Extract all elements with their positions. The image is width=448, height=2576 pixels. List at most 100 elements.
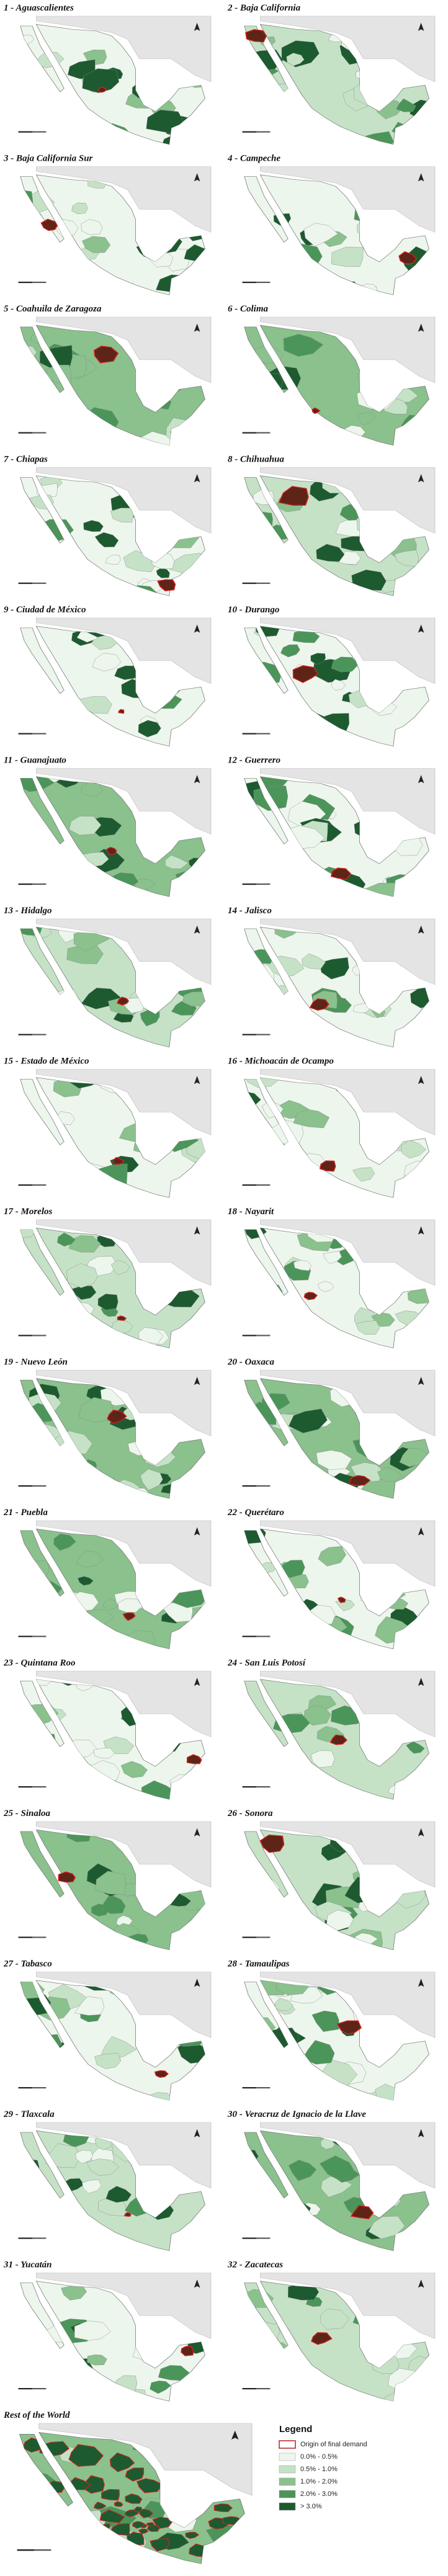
region xyxy=(20,1566,38,1587)
panel-title: 22 - Querétaro xyxy=(227,1508,284,1518)
region xyxy=(20,568,32,583)
region xyxy=(92,653,122,672)
region xyxy=(22,1577,52,1599)
region xyxy=(106,846,117,856)
region xyxy=(34,1176,66,1198)
region xyxy=(310,1750,335,1768)
region xyxy=(289,1037,323,1047)
mexico xyxy=(244,324,429,446)
region xyxy=(321,1634,346,1649)
region xyxy=(155,2335,178,2353)
scale-bar xyxy=(18,2237,32,2239)
region xyxy=(24,1288,42,1300)
region xyxy=(133,1138,158,1153)
region xyxy=(46,364,71,383)
region xyxy=(274,1998,294,2011)
region xyxy=(186,1754,202,1764)
region xyxy=(288,1408,328,1433)
region xyxy=(122,1612,136,1621)
region xyxy=(253,1431,278,1447)
region xyxy=(139,2317,171,2335)
region xyxy=(410,987,429,1009)
region xyxy=(78,728,120,746)
usa xyxy=(260,467,436,534)
north-arrow xyxy=(418,173,424,182)
region xyxy=(76,1550,104,1568)
region xyxy=(173,378,189,389)
region xyxy=(141,1877,159,1888)
scale-bar xyxy=(17,2549,34,2551)
region xyxy=(133,1712,153,1728)
region xyxy=(244,859,267,885)
region xyxy=(114,665,139,680)
region xyxy=(275,1031,306,1047)
region xyxy=(245,530,267,543)
usa xyxy=(260,1671,436,1737)
usa xyxy=(36,2273,212,2339)
region xyxy=(326,1037,343,1047)
north-arrow xyxy=(194,624,200,633)
scale-bar xyxy=(242,2388,256,2390)
map xyxy=(242,1972,436,2101)
region xyxy=(331,246,364,267)
legend-label: Origin of final demand xyxy=(300,2441,367,2448)
legend-swatch xyxy=(279,2440,296,2449)
region xyxy=(251,2322,280,2341)
usa xyxy=(36,1520,212,1587)
region xyxy=(147,1269,173,1286)
region xyxy=(356,514,388,535)
region xyxy=(351,570,387,591)
region xyxy=(73,2232,99,2251)
region xyxy=(324,732,350,746)
region xyxy=(48,2219,76,2237)
panel-title: 8 - Chihuahua xyxy=(228,455,284,465)
region xyxy=(244,2242,264,2251)
region xyxy=(384,1138,401,1150)
region xyxy=(248,2196,284,2220)
panel-title: 26 - Sonora xyxy=(227,1809,273,1818)
usa xyxy=(260,2273,436,2339)
region xyxy=(133,2507,143,2513)
region xyxy=(159,1284,200,1307)
region xyxy=(75,2150,93,2164)
scale-bar xyxy=(18,583,32,584)
region xyxy=(262,2028,300,2052)
region xyxy=(262,2341,284,2353)
region xyxy=(316,1450,352,1470)
region xyxy=(348,1475,371,1487)
region xyxy=(264,1152,293,1169)
region xyxy=(53,123,78,137)
region xyxy=(277,2381,293,2393)
region xyxy=(117,2388,147,2402)
region xyxy=(165,855,189,869)
usa xyxy=(260,1821,436,1888)
region xyxy=(181,2346,194,2356)
region xyxy=(102,2523,110,2529)
region xyxy=(78,2534,115,2559)
region xyxy=(20,537,36,555)
north-arrow xyxy=(418,474,424,483)
region xyxy=(303,1292,318,1300)
legend-swatch xyxy=(279,2465,296,2474)
region xyxy=(138,2508,153,2518)
region xyxy=(247,1921,268,1934)
north-arrow xyxy=(418,1226,424,1235)
scale-bar xyxy=(242,1034,256,1035)
region xyxy=(249,1887,275,1910)
panel-title: 31 - Yucatán xyxy=(3,2260,52,2270)
panel-title: 20 - Oaxaca xyxy=(227,1357,274,1367)
region xyxy=(138,720,161,738)
usa xyxy=(36,768,212,834)
region xyxy=(25,1300,57,1318)
region xyxy=(68,285,97,295)
region xyxy=(246,2333,270,2348)
north-arrow xyxy=(231,2430,239,2440)
region xyxy=(105,555,121,565)
region xyxy=(20,1560,50,1580)
usa xyxy=(260,768,436,834)
scale-bar xyxy=(242,1936,256,1938)
map xyxy=(18,1671,212,1800)
map xyxy=(242,1069,436,1198)
panel-title: 18 - Nayarit xyxy=(228,1207,274,1217)
region xyxy=(248,1402,277,1425)
